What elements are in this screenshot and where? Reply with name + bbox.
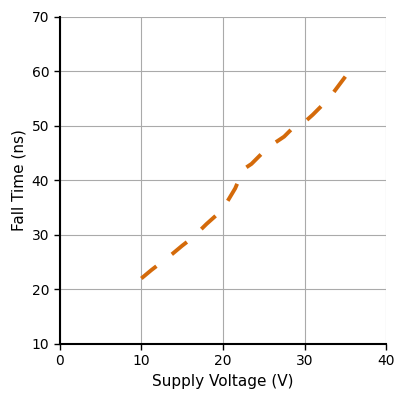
Y-axis label: Fall Time (ns): Fall Time (ns): [11, 129, 26, 231]
X-axis label: Supply Voltage (V): Supply Voltage (V): [152, 374, 293, 389]
